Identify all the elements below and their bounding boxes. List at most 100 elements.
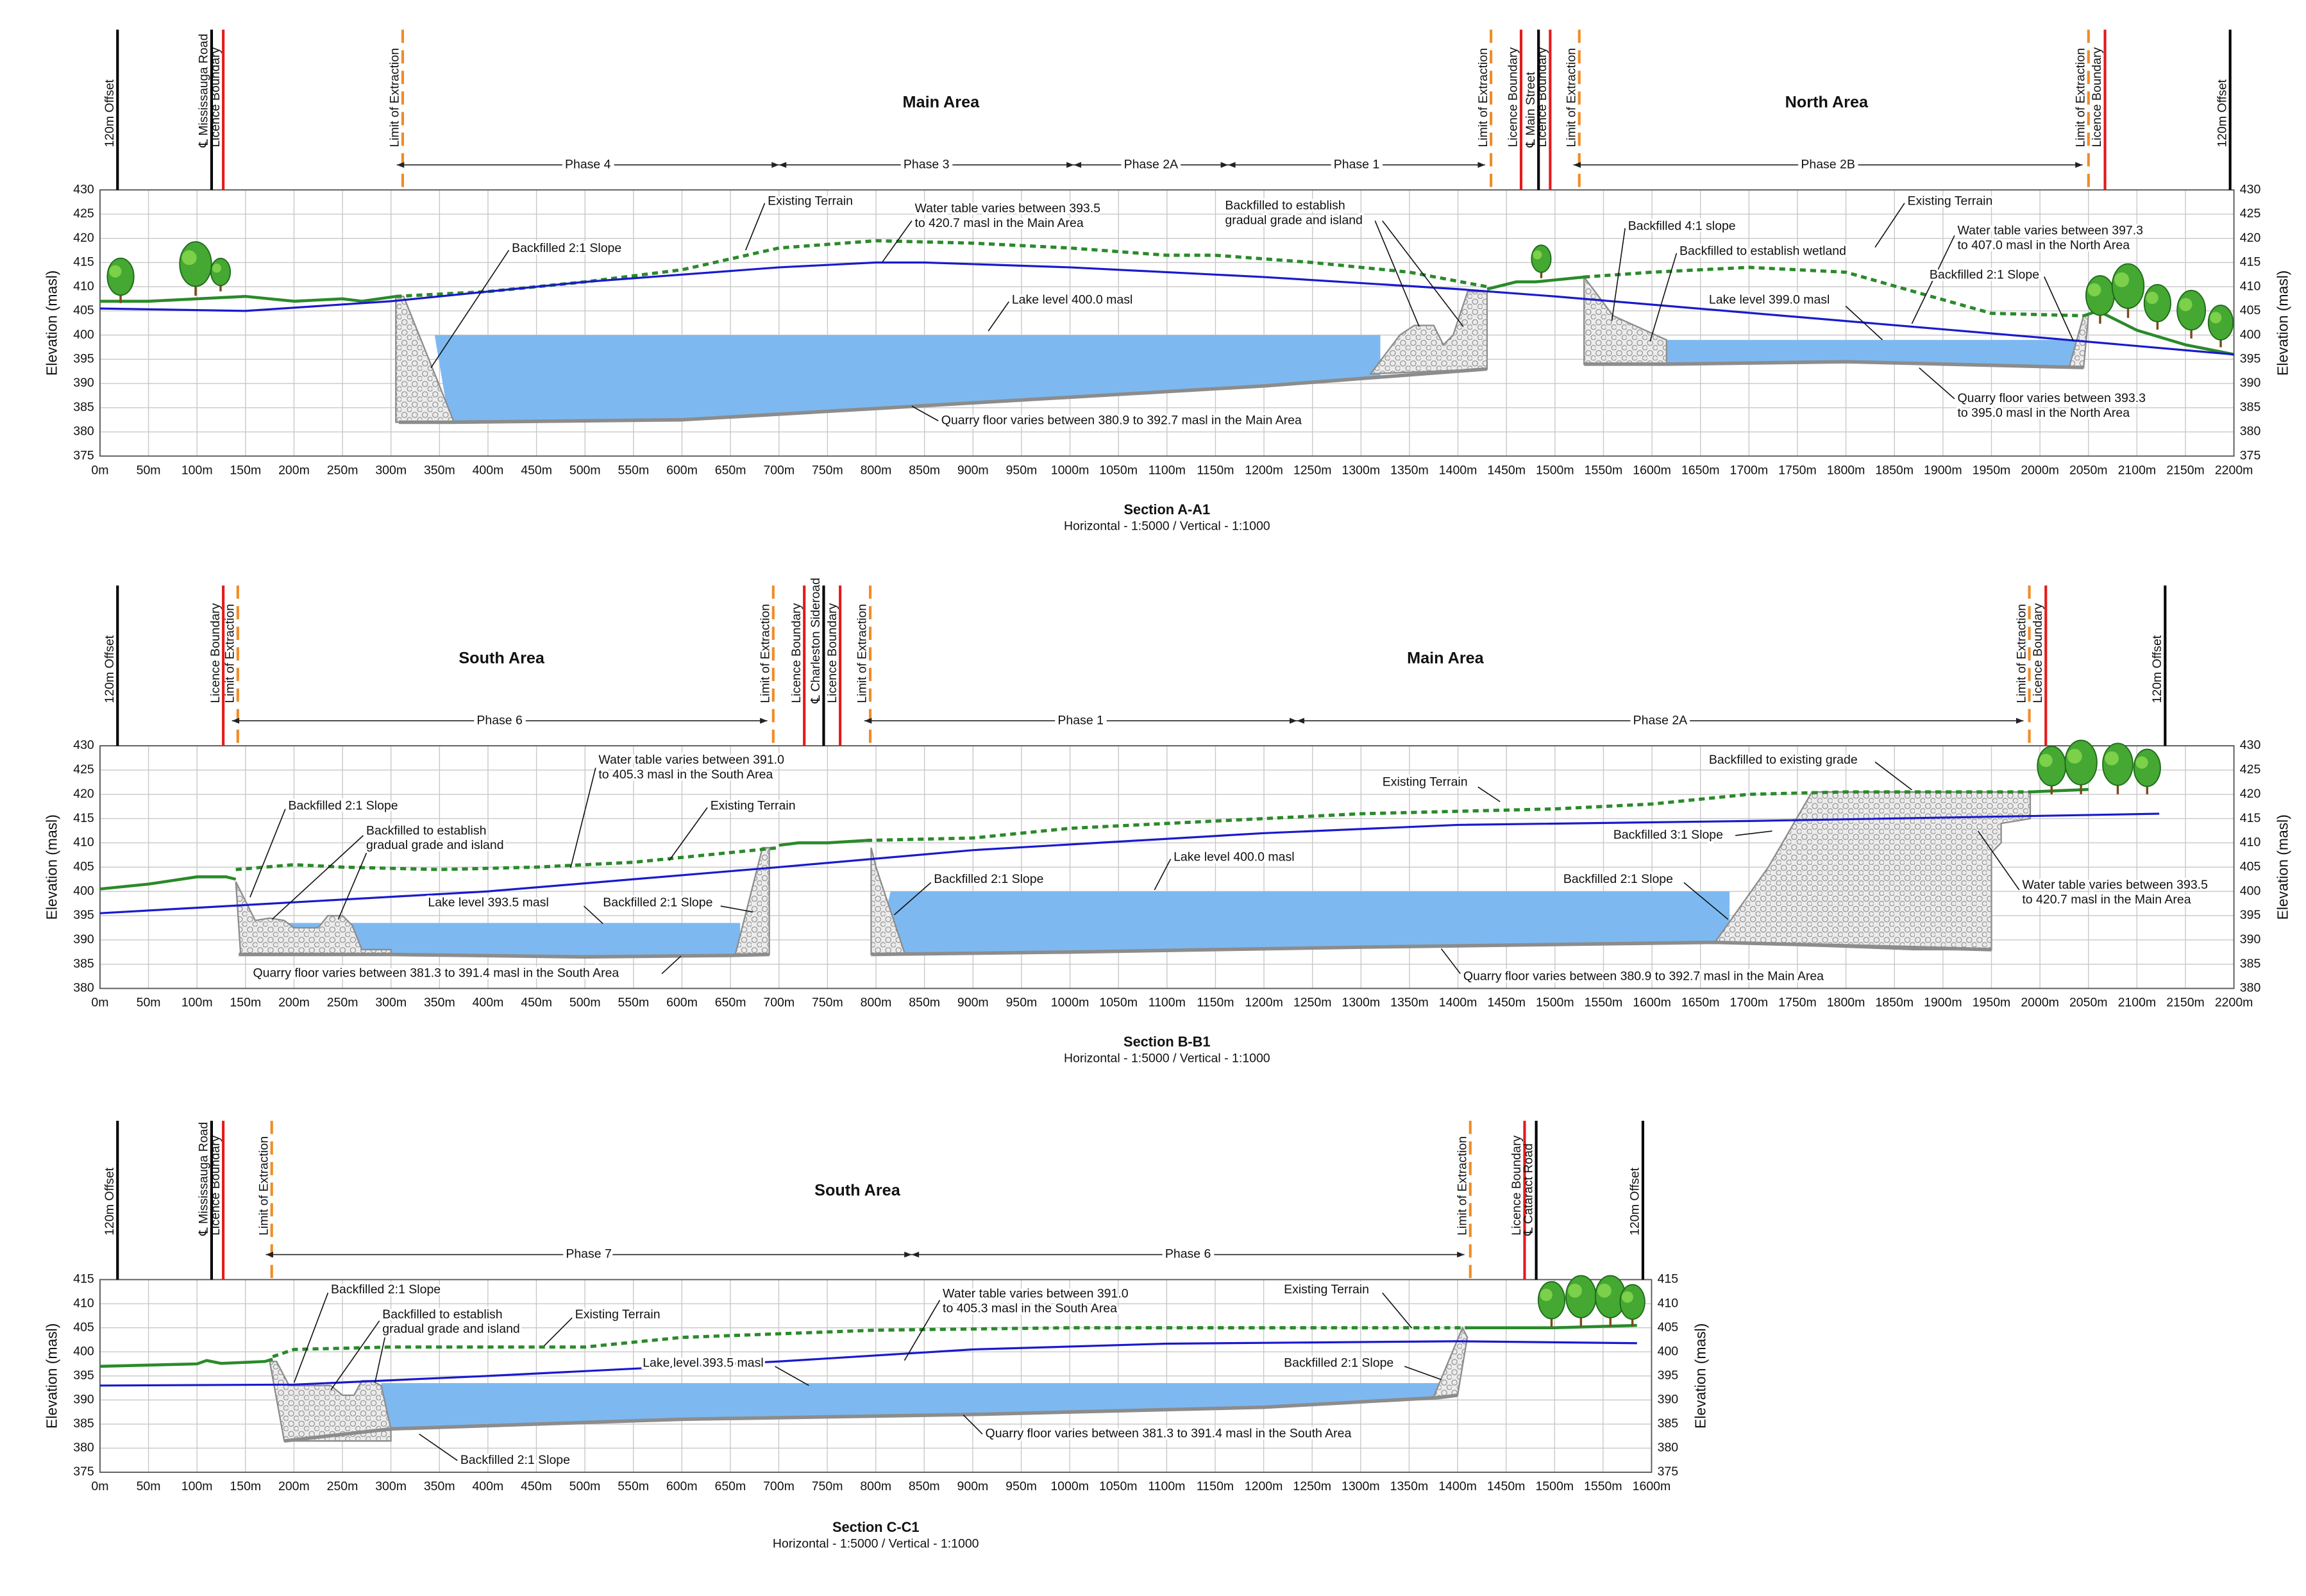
terrain-pre xyxy=(235,846,780,871)
x-tick-label: 2200m xyxy=(2215,463,2253,477)
annotation: gradual grade and island xyxy=(382,1322,520,1336)
y-tick-label-right: 430 xyxy=(2240,738,2261,752)
floor xyxy=(398,367,1488,424)
annotation: Backfilled 3:1 Slope xyxy=(1613,828,1723,842)
backfill xyxy=(1369,290,1488,375)
leader-line xyxy=(570,768,596,868)
x-tick-label: 2000m xyxy=(2021,996,2059,1010)
annotation: Backfilled 2:1 Slope xyxy=(1563,872,1673,886)
leader-line xyxy=(1611,228,1626,321)
marker-label: Licence Boundary xyxy=(789,603,804,703)
x-tick-label: 500m xyxy=(569,1479,601,1493)
x-tick-label: 0m xyxy=(91,463,108,477)
leader-line xyxy=(963,1415,983,1434)
x-tick-label: 1900m xyxy=(1924,996,1962,1010)
x-tick-label: 850m xyxy=(909,996,940,1010)
y-tick-label: 395 xyxy=(73,352,94,366)
annotation: Quarry floor varies between 381.3 to 391… xyxy=(986,1427,1352,1441)
x-tick-label: 1300m xyxy=(1342,1479,1380,1493)
y-tick-label: 380 xyxy=(73,981,94,995)
y-tick-label: 405 xyxy=(73,859,94,873)
marker-label: Licence Boundary xyxy=(208,47,223,147)
phase-label: Phase 3 xyxy=(904,157,950,171)
annotation: Lake level 393.5 masl xyxy=(643,1356,763,1370)
x-tick-label: 1450m xyxy=(1487,463,1526,477)
x-tick-label: 900m xyxy=(957,1479,989,1493)
annotation: gradual grade and island xyxy=(1225,214,1363,228)
y-tick-label: 415 xyxy=(73,1272,94,1286)
marker-label: ℄ Mississauga Road xyxy=(197,1122,211,1236)
annotation: to 407.0 masl in the North Area xyxy=(1957,238,2130,252)
y-tick-label: 410 xyxy=(73,836,94,850)
y-tick-label: 390 xyxy=(73,932,94,946)
x-tick-label: 1500m xyxy=(1536,463,1574,477)
marker-label: Limit of Extraction xyxy=(223,604,237,703)
y-tick-label-right: 410 xyxy=(2240,279,2261,293)
x-tick-label: 600m xyxy=(666,1479,698,1493)
x-tick-label: 500m xyxy=(569,463,601,477)
leader-line xyxy=(1845,305,1883,340)
x-tick-label: 300m xyxy=(375,996,407,1010)
annotation: Quarry floor varies between 393.3 xyxy=(1957,391,2146,405)
annotation: Lake level 399.0 masl xyxy=(1709,292,1830,307)
plot-frame xyxy=(99,189,2235,457)
y-tick-label-right: 410 xyxy=(2240,836,2261,850)
marker-label: Limit of Extraction xyxy=(2074,48,2088,147)
floor xyxy=(239,952,770,959)
tree-crown xyxy=(2102,743,2133,786)
x-tick-label: 450m xyxy=(521,996,552,1010)
x-tick-label: 1200m xyxy=(1245,996,1283,1010)
x-tick-label: 2100m xyxy=(2118,996,2157,1010)
y-tick-label-right: 390 xyxy=(1658,1393,1679,1407)
x-tick-label: 1600m xyxy=(1633,996,1671,1010)
leader-line xyxy=(249,809,286,898)
x-tick-label: 100m xyxy=(181,463,213,477)
x-tick-label: 1550m xyxy=(1585,996,1623,1010)
y-tick-label-right: 415 xyxy=(2240,255,2261,269)
x-tick-label: 450m xyxy=(521,463,552,477)
x-tick-label: 100m xyxy=(181,1479,213,1493)
y-tick-label: 390 xyxy=(73,1393,94,1407)
phase-label: Phase 6 xyxy=(476,713,523,727)
y-tick-label: 430 xyxy=(73,738,94,752)
annotation: Lake level 393.5 masl xyxy=(428,896,548,910)
tree-crown xyxy=(2179,298,2192,312)
x-tick-label: 850m xyxy=(909,463,940,477)
x-tick-label: 1950m xyxy=(1973,463,2011,477)
leader-line xyxy=(1374,221,1420,327)
x-tick-label: 150m xyxy=(230,463,261,477)
x-tick-label: 1250m xyxy=(1293,463,1332,477)
area-label: Main Area xyxy=(1407,649,1485,667)
x-tick-label: 150m xyxy=(230,996,261,1010)
annotation: to 420.7 masl in the Main Area xyxy=(914,216,1083,230)
y-tick-label: 430 xyxy=(73,182,94,196)
x-tick-label: 0m xyxy=(91,996,108,1010)
annotation: Backfilled to existing grade xyxy=(1709,753,1858,767)
annotation: Water table varies between 393.5 xyxy=(2022,878,2208,892)
leader-line xyxy=(293,1292,329,1383)
marker-label: Licence Boundary xyxy=(1510,1136,1524,1236)
x-tick-label: 550m xyxy=(618,996,649,1010)
x-tick-label: 400m xyxy=(472,1479,503,1493)
tree-crown xyxy=(2064,739,2098,785)
tree-crown xyxy=(1597,1283,1612,1298)
y-tick-label-right: 395 xyxy=(2240,908,2261,922)
tree-crown xyxy=(2207,305,2234,340)
leader-line xyxy=(1874,203,1905,248)
x-tick-label: 850m xyxy=(909,1479,940,1493)
tree-crown xyxy=(2111,263,2145,309)
y-tick-label: 385 xyxy=(73,1416,94,1431)
tree-crown xyxy=(2039,753,2053,768)
x-tick-label: 200m xyxy=(278,463,310,477)
marker-label: Limit of Extraction xyxy=(1564,48,1578,147)
tree-crown xyxy=(210,258,231,287)
x-tick-label: 500m xyxy=(569,996,601,1010)
leader-line xyxy=(419,1433,458,1461)
x-tick-label: 1800m xyxy=(1827,463,1865,477)
marker-label: Licence Boundary xyxy=(208,603,223,703)
lake xyxy=(255,923,741,957)
x-tick-label: 1300m xyxy=(1342,996,1381,1010)
x-tick-label: 1850m xyxy=(1875,463,1914,477)
tree-crown xyxy=(2037,745,2067,787)
x-tick-label: 550m xyxy=(618,463,649,477)
